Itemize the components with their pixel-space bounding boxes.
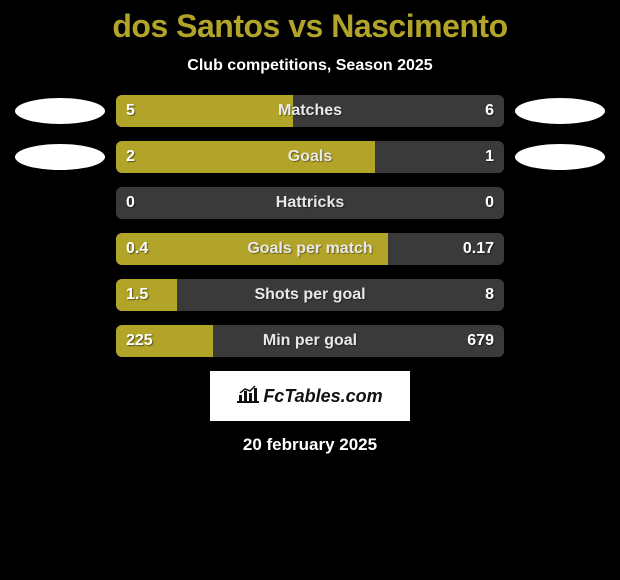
player-avatar-right <box>510 141 610 173</box>
stat-value-left: 2 <box>126 148 135 166</box>
chart-icon <box>237 385 259 408</box>
stat-bar: 0.4 Goals per match 0.17 <box>116 233 504 265</box>
player-avatar-left <box>10 141 110 173</box>
stats-chart: 5 Matches 6 2 Goals 1 0 Hattricks 0 0.4 Goals per … <box>0 95 620 357</box>
stat-value-left: 0 <box>126 194 135 212</box>
stat-label: Shots per goal <box>254 286 365 304</box>
stat-label: Hattricks <box>276 194 344 212</box>
stat-value-right: 0 <box>485 194 494 212</box>
page-title: dos Santos vs Nascimento <box>0 8 620 45</box>
stat-row: 225 Min per goal 679 <box>10 325 610 357</box>
logo: FcTables.com <box>237 385 382 408</box>
stat-bar: 0 Hattricks 0 <box>116 187 504 219</box>
stat-value-left: 0.4 <box>126 240 148 258</box>
stat-row: 0 Hattricks 0 <box>10 187 610 219</box>
date-label: 20 february 2025 <box>0 435 620 455</box>
stat-label: Matches <box>278 102 342 120</box>
stat-value-right: 6 <box>485 102 494 120</box>
stat-bar: 225 Min per goal 679 <box>116 325 504 357</box>
stat-value-left: 5 <box>126 102 135 120</box>
stat-value-right: 8 <box>485 286 494 304</box>
comparison-widget: dos Santos vs Nascimento Club competitio… <box>0 0 620 455</box>
stat-bar: 2 Goals 1 <box>116 141 504 173</box>
stat-value-right: 1 <box>485 148 494 166</box>
stat-label: Goals per match <box>247 240 372 258</box>
player-avatar-left <box>10 95 110 127</box>
stat-value-left: 225 <box>126 332 153 350</box>
stat-bar: 1.5 Shots per goal 8 <box>116 279 504 311</box>
bar-segment-left <box>116 95 293 127</box>
stat-row: 0.4 Goals per match 0.17 <box>10 233 610 265</box>
stat-row: 2 Goals 1 <box>10 141 610 173</box>
stat-value-right: 0.17 <box>463 240 494 258</box>
stat-label: Min per goal <box>263 332 357 350</box>
logo-box: FcTables.com <box>210 371 410 421</box>
player-avatar-right <box>510 95 610 127</box>
stat-label: Goals <box>288 148 332 166</box>
stat-value-left: 1.5 <box>126 286 148 304</box>
bar-segment-left <box>116 141 375 173</box>
logo-text: FcTables.com <box>263 386 382 407</box>
stat-bar: 5 Matches 6 <box>116 95 504 127</box>
avatar-placeholder-icon <box>15 144 105 170</box>
stat-row: 5 Matches 6 <box>10 95 610 127</box>
avatar-placeholder-icon <box>15 98 105 124</box>
stat-row: 1.5 Shots per goal 8 <box>10 279 610 311</box>
avatar-placeholder-icon <box>515 98 605 124</box>
subtitle: Club competitions, Season 2025 <box>0 57 620 75</box>
stat-value-right: 679 <box>467 332 494 350</box>
avatar-placeholder-icon <box>515 144 605 170</box>
bar-segment-right <box>213 325 504 357</box>
